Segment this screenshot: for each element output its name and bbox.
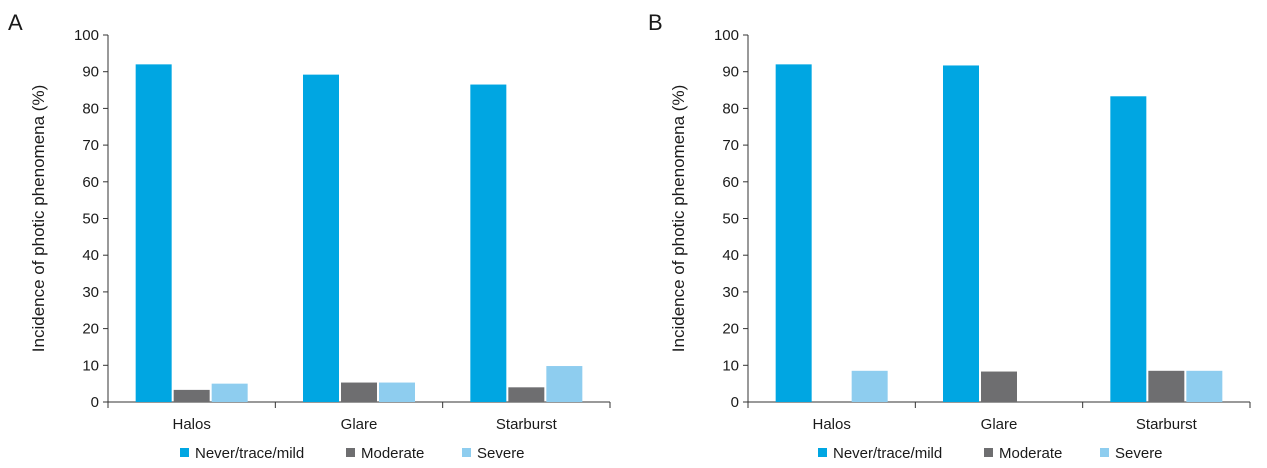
y-axis-title: Incidence of photic phenomena (%) <box>669 85 688 352</box>
y-tick-label: 100 <box>714 27 739 44</box>
legend-swatch <box>180 448 189 457</box>
x-tick-label: Halos <box>812 416 850 433</box>
legend-label: Severe <box>477 445 525 462</box>
y-tick-label: 90 <box>722 64 739 81</box>
bar-never-trace-mild <box>470 84 507 403</box>
x-tick-label: Starburst <box>1136 416 1198 433</box>
bar-never-trace-mild <box>1110 96 1147 402</box>
y-tick-label: 70 <box>722 137 739 154</box>
y-tick-label: 60 <box>722 174 739 191</box>
y-tick-label: 60 <box>82 174 99 191</box>
y-tick-label: 100 <box>74 27 99 44</box>
chart-panel-a: A 0 10 20 30 40 50 60 70 80 90 100 Incidence of phot… <box>0 0 633 468</box>
y-tick-label: 10 <box>82 357 99 374</box>
y-tick-label: 40 <box>82 247 99 264</box>
bar-never-trace-mild <box>135 64 172 403</box>
bar-never-trace-mild <box>775 64 812 403</box>
legend-label: Moderate <box>361 445 424 462</box>
legend-label: Moderate <box>999 445 1062 462</box>
x-tick-label: Halos <box>172 416 210 433</box>
panel-label: B <box>648 10 663 35</box>
legend-label: Never/trace/mild <box>195 445 304 462</box>
y-tick-label: 30 <box>82 284 99 301</box>
bar-moderate <box>1148 370 1185 402</box>
y-tick-label: 20 <box>82 321 99 338</box>
legend-label: Severe <box>1115 445 1163 462</box>
y-axis-title: Incidence of photic phenomena (%) <box>29 85 48 352</box>
bar-severe <box>546 366 583 402</box>
x-tick-label: Glare <box>981 416 1018 433</box>
y-tick-label: 90 <box>82 64 99 81</box>
y-tick-label: 50 <box>82 211 99 228</box>
legend-swatch <box>818 448 827 457</box>
legend-swatch <box>346 448 355 457</box>
legend-swatch <box>462 448 471 457</box>
y-tick-label: 80 <box>82 100 99 117</box>
legend-swatch <box>984 448 993 457</box>
legend-label: Never/trace/mild <box>833 445 942 462</box>
x-tick-label: Starburst <box>496 416 558 433</box>
bar-moderate <box>341 382 377 402</box>
bar-chart-a: A 0 10 20 30 40 50 60 70 80 90 100 Incidence of phot… <box>8 10 611 462</box>
bar-severe <box>379 382 415 402</box>
panel-label: A <box>8 10 23 35</box>
y-tick-label: 80 <box>722 100 739 117</box>
y-tick-label: 20 <box>722 321 739 338</box>
y-tick-label: 0 <box>91 394 99 411</box>
y-tick-label: 10 <box>722 357 739 374</box>
legend-swatch <box>1100 448 1109 457</box>
y-tick-label: 70 <box>82 137 99 154</box>
y-tick-label: 0 <box>731 394 739 411</box>
bar-severe <box>211 383 248 402</box>
bar-chart-b: B 0 10 20 30 40 50 60 70 80 90 100 Incidence of phot… <box>648 10 1251 462</box>
y-tick-label: 40 <box>722 247 739 264</box>
bar-moderate <box>173 389 210 402</box>
bar-moderate <box>508 387 545 402</box>
y-tick-label: 30 <box>722 284 739 301</box>
chart-panel-b: B 0 10 20 30 40 50 60 70 80 90 100 Incidence of phot… <box>640 0 1267 468</box>
y-tick-label: 50 <box>722 211 739 228</box>
x-tick-label: Glare <box>341 416 378 433</box>
bar-severe <box>851 370 888 402</box>
bar-never-trace-mild <box>943 65 979 402</box>
bar-moderate <box>981 371 1017 402</box>
bar-never-trace-mild <box>303 74 339 403</box>
bar-severe <box>1186 370 1223 402</box>
